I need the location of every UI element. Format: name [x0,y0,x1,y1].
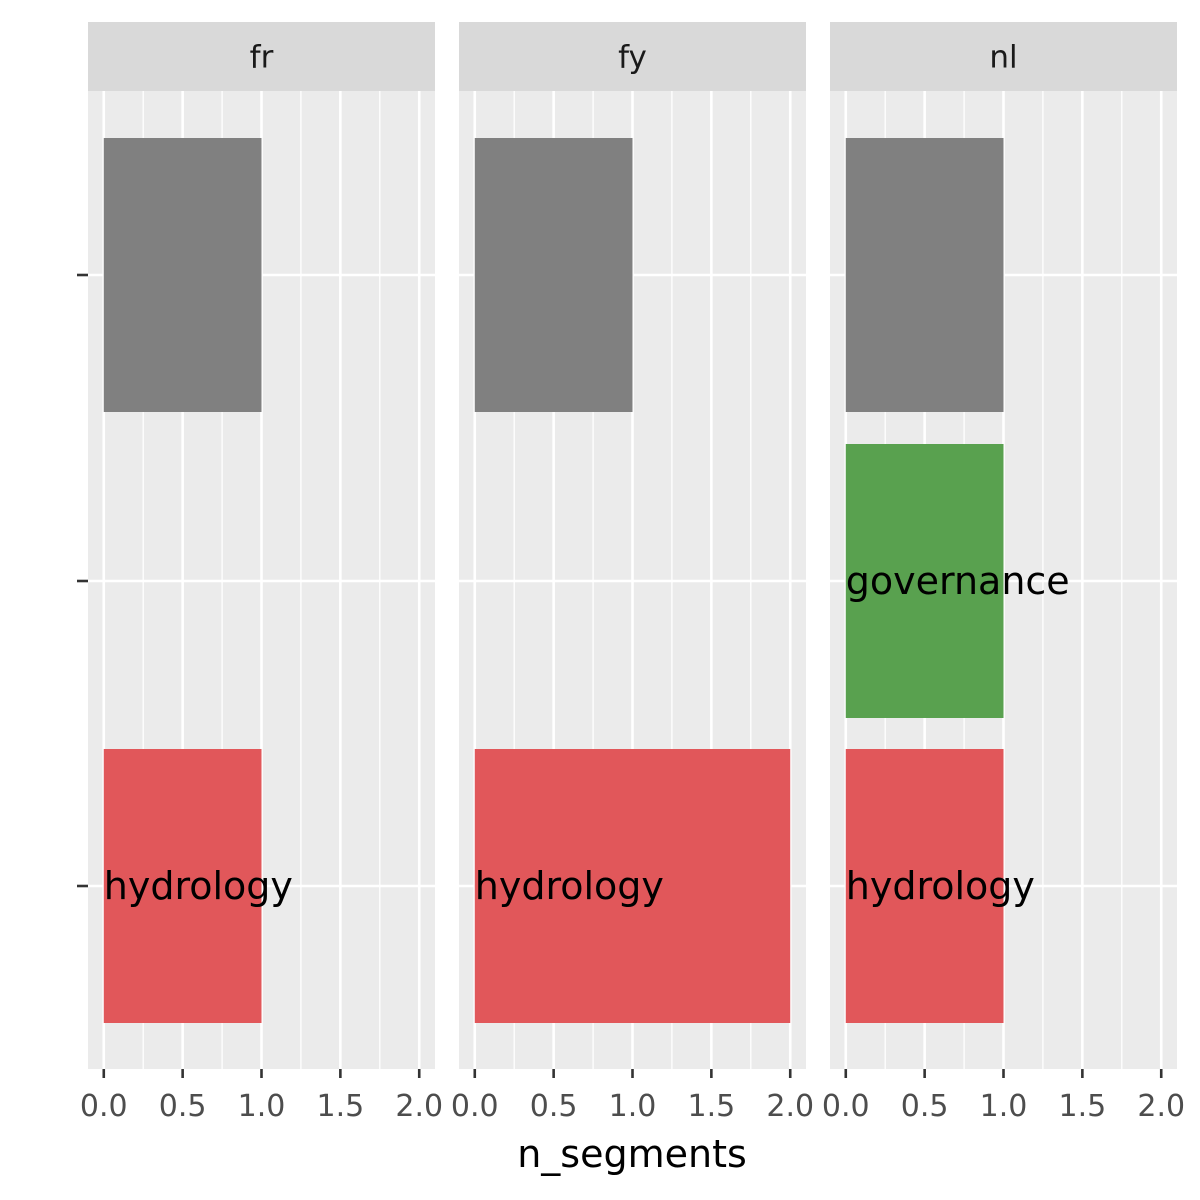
bar-label: hydrology [846,864,1035,908]
bar [845,444,1004,718]
y-axis-ticks [77,273,88,888]
x-tick-label: 1.5 [1059,1089,1107,1124]
x-tick-label: 1.5 [688,1089,736,1124]
bar-label: hydrology [475,864,664,908]
facet-fy: fy hydrology 0.0 0.5 1.0 1.5 2.0 [451,22,814,1124]
x-tick-label: 1.5 [317,1089,365,1124]
bar [474,138,633,412]
bar [845,749,1004,1023]
bar [845,138,1004,412]
bar-label: governance [846,559,1070,603]
bar-label: hydrology [104,864,293,908]
x-axis-title: n_segments [517,1132,747,1176]
facet-strip-label: nl [989,40,1017,76]
bar [103,749,262,1023]
facet-fr: fr hydrology 0.0 0.5 1.0 1.5 2.0 [80,22,443,1124]
x-tick-label: 0.5 [530,1089,578,1124]
facet-panels: fr hydrology 0.0 0.5 1.0 1.5 2.0 fy hydrology 0.0… [80,22,1185,1124]
x-tick-label: 0.5 [901,1089,949,1124]
x-tick-label: 2.0 [766,1089,814,1124]
facet-strip [459,22,806,91]
facet-strip-label: fy [618,40,647,76]
facet-strip [830,22,1177,91]
x-tick-label: 2.0 [1137,1089,1185,1124]
x-tick-label: 2.0 [395,1089,443,1124]
x-tick-label: 0.5 [159,1089,207,1124]
x-tick-label: 0.0 [451,1089,499,1124]
facet-strip [88,22,435,91]
bar [103,138,262,412]
facet-nl: nl governance hydrology 0.0 0.5 1.0 1.5 2.0 [822,22,1185,1124]
x-tick-label: 1.0 [609,1089,657,1124]
facet-strip-label: fr [250,40,274,76]
x-tick-label: 1.0 [238,1089,286,1124]
x-tick-label: 0.0 [80,1089,128,1124]
x-tick-label: 1.0 [980,1089,1028,1124]
x-tick-label: 0.0 [822,1089,870,1124]
bar [474,749,791,1023]
